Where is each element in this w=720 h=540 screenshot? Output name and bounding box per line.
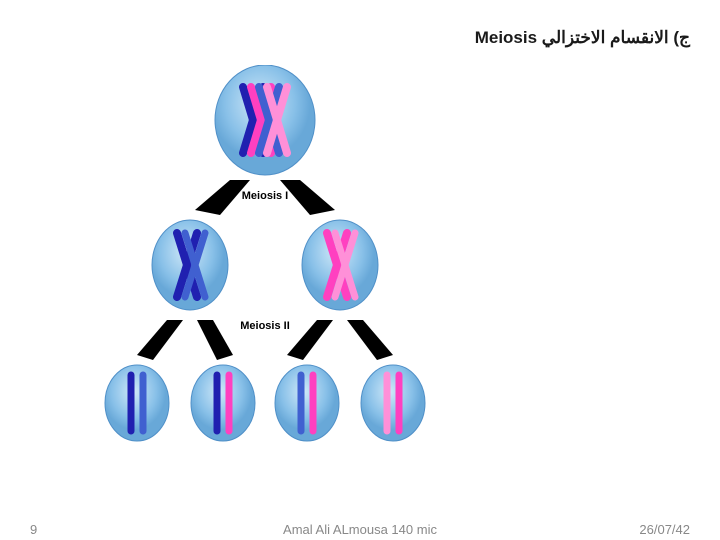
label-meiosis-1: Meiosis I	[95, 190, 435, 202]
label-meiosis-2: Meiosis II	[95, 320, 435, 332]
author-text: Amal Ali ALmousa 140 mic	[0, 522, 720, 537]
date-text: 26/07/42	[639, 522, 690, 537]
gamete-2	[191, 365, 255, 441]
meiosis-diagram: Meiosis I Meiosis II	[95, 65, 435, 460]
slide-title: ج) الانقسام الاختزالي Meiosis	[475, 28, 690, 48]
gamete-3	[275, 365, 339, 441]
gamete-4	[361, 365, 425, 441]
parent-chromosomes	[243, 87, 287, 153]
gamete-1	[105, 365, 169, 441]
